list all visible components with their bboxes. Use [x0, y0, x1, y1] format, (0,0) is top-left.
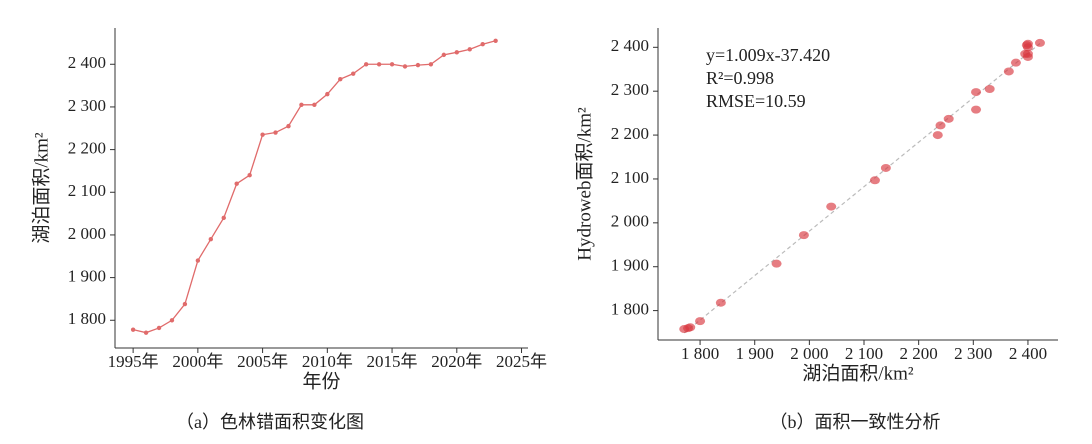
data-point [169, 318, 175, 323]
data-point [1003, 67, 1014, 76]
data-point [1034, 38, 1045, 47]
annotation: y=1.009x-37.420 [706, 45, 830, 65]
x-tick-label: 2000年 [172, 352, 223, 371]
data-point [935, 121, 946, 130]
data-point [454, 50, 459, 55]
data-point [221, 215, 226, 221]
data-point [798, 231, 809, 240]
y-tick-label: 2 200 [611, 124, 649, 143]
x-tick-label: 2010年 [302, 352, 353, 371]
data-point [984, 84, 995, 93]
y-tick-label: 1 900 [611, 256, 649, 275]
y-tick-label: 2 300 [611, 80, 649, 99]
annotation: RMSE=10.59 [706, 91, 806, 111]
data-point [260, 132, 265, 137]
y-tick-label: 1 800 [68, 309, 106, 328]
data-point [1010, 58, 1021, 67]
x-tick-label: 1995年 [108, 352, 159, 371]
data-point [402, 64, 408, 69]
y-axis-label: 湖泊面积/km² [30, 132, 52, 244]
data-point [234, 181, 239, 186]
y-tick-label: 2 000 [611, 212, 649, 231]
x-tick-label: 2025年 [496, 352, 547, 371]
y-tick-label: 2 400 [68, 53, 106, 72]
data-point [208, 237, 214, 242]
x-tick-label: 2 400 [1009, 344, 1047, 363]
data-point [156, 325, 162, 331]
data-point [299, 102, 304, 108]
x-axis-label: 湖泊面积/km² [802, 362, 914, 384]
data-point [826, 202, 837, 211]
data-point [869, 176, 880, 185]
x-tick-label: 2 000 [790, 344, 828, 363]
data-point [715, 298, 726, 307]
caption: （a）色林错面积变化图 [176, 412, 364, 432]
x-tick-label: 2 300 [954, 344, 992, 363]
y-tick-label: 2 300 [68, 96, 106, 115]
data-point [1022, 39, 1033, 48]
x-tick-label: 1 900 [736, 344, 774, 363]
data-point [428, 62, 434, 67]
x-tick-label: 1 800 [681, 344, 719, 363]
x-tick-label: 2 200 [900, 344, 938, 363]
y-tick-label: 1 800 [611, 300, 649, 319]
annotation: R²=0.998 [706, 68, 774, 88]
y-tick-label: 2 100 [68, 181, 106, 200]
data-point [363, 62, 369, 67]
data-point [971, 88, 982, 97]
data-point [441, 52, 447, 58]
data-point [325, 91, 330, 97]
data-point [771, 259, 782, 268]
caption: （b）面积一致性分析 [770, 412, 941, 432]
data-point [971, 105, 982, 114]
y-tick-label: 2 400 [611, 36, 649, 55]
x-tick-label: 2005年 [237, 352, 288, 371]
data-line [132, 40, 496, 334]
data-point [351, 71, 356, 76]
data-point [376, 62, 382, 67]
data-point [286, 123, 291, 129]
data-point [932, 131, 943, 140]
data-point [312, 102, 317, 108]
y-tick-label: 2 000 [68, 224, 106, 243]
data-point [1020, 49, 1031, 58]
data-point [943, 114, 954, 123]
data-point [182, 301, 188, 307]
y-tick-label: 1 900 [68, 267, 106, 286]
data-point [415, 62, 421, 68]
x-tick-label: 2020年 [431, 352, 482, 371]
data-point [480, 42, 485, 47]
data-point [195, 258, 201, 263]
x-tick-label: 2015年 [367, 352, 418, 371]
data-point [389, 62, 395, 67]
x-tick-label: 2 100 [845, 344, 883, 363]
y-axis-label: Hydroweb面积/km² [573, 107, 595, 261]
data-point [338, 77, 343, 82]
y-tick-label: 2 200 [68, 139, 106, 158]
data-point [695, 317, 706, 326]
data-point [493, 38, 498, 43]
data-point [247, 173, 252, 178]
data-point [685, 323, 696, 332]
data-point [880, 163, 891, 172]
data-point [130, 327, 136, 332]
data-point [467, 47, 472, 52]
data-point [143, 330, 149, 335]
y-tick-label: 2 100 [611, 168, 649, 187]
x-axis-label: 年份 [302, 370, 340, 392]
data-point [273, 130, 278, 135]
